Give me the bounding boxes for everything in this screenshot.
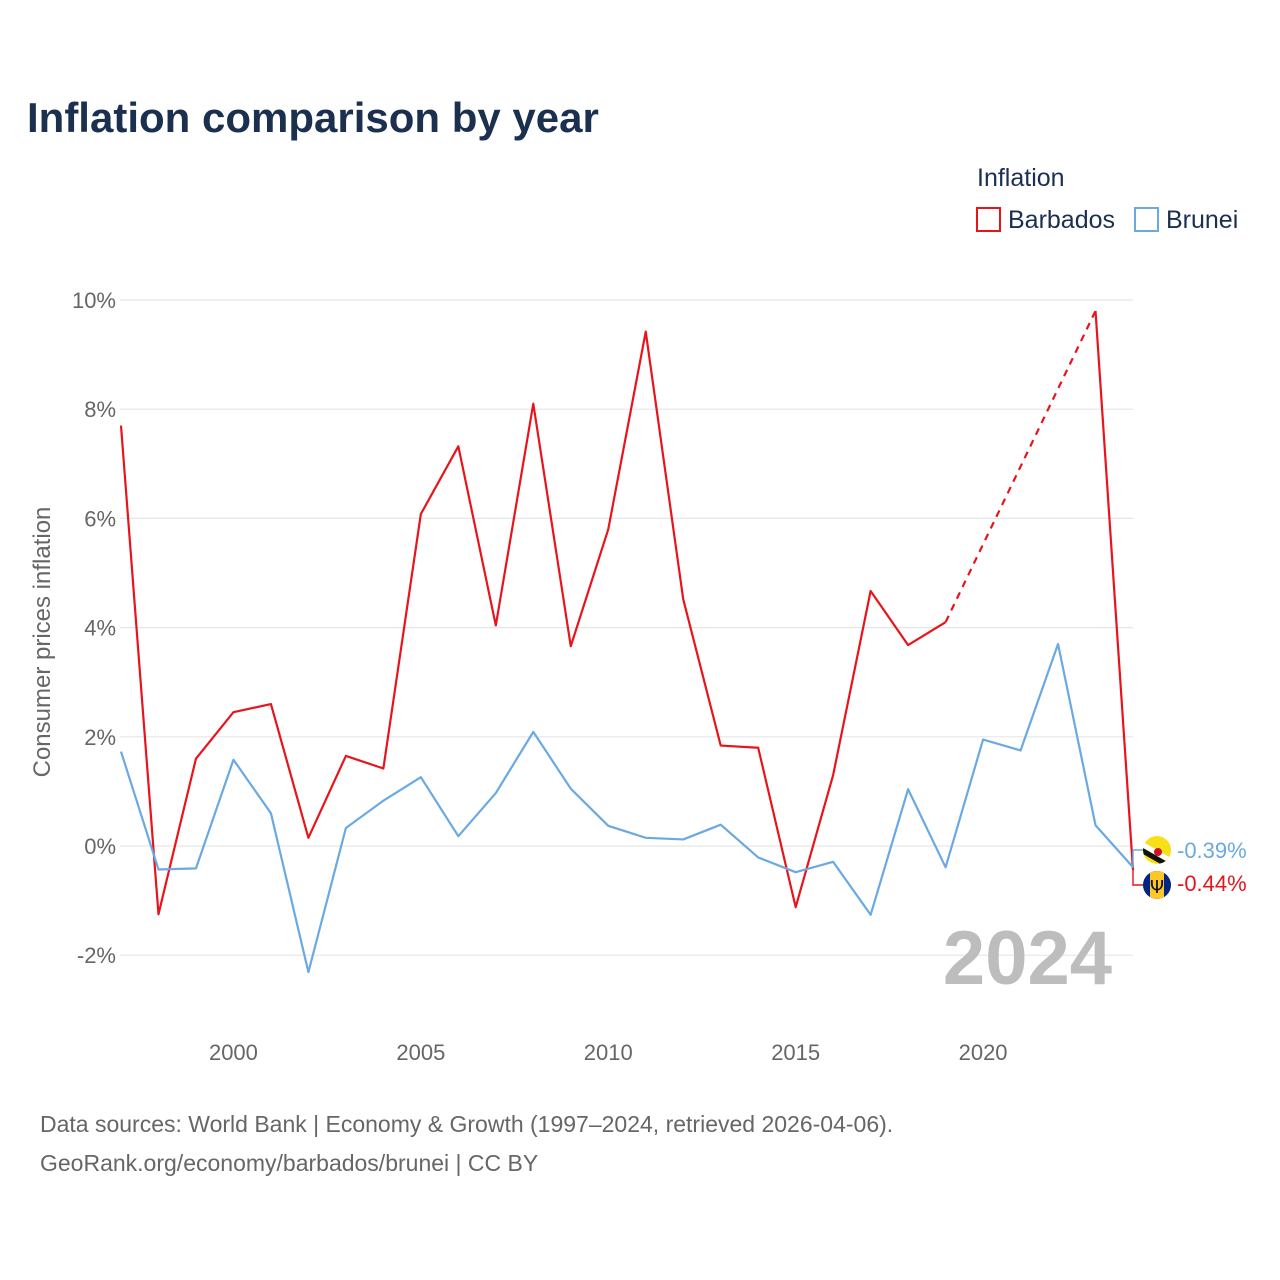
y-tick-label: 10% — [72, 288, 116, 313]
legend-swatch-barbados — [976, 207, 1001, 232]
y-axis-ticks: -2% 0% 2% 4% 6% 8% 10% — [72, 288, 116, 968]
source-line-1: Data sources: World Bank | Economy & Gro… — [40, 1111, 893, 1137]
end-markers: Ψ -0.39% -0.44% — [1143, 836, 1247, 899]
legend-label-brunei: Brunei — [1166, 206, 1238, 234]
year-watermark: 2024 — [943, 916, 1112, 1001]
legend-item-barbados[interactable]: Barbados — [976, 206, 1115, 234]
legend-item-brunei[interactable]: Brunei — [1134, 206, 1238, 234]
end-label-brunei: -0.39% — [1177, 838, 1247, 863]
y-axis-title: Consumer prices inflation — [29, 507, 56, 778]
brunei-flag-icon — [1143, 836, 1171, 864]
series-gap-barbados — [944, 310, 1097, 623]
end-connector-brunei — [1132, 849, 1143, 868]
svg-text:Ψ: Ψ — [1150, 877, 1164, 898]
x-tick-label: 2000 — [209, 1040, 258, 1065]
y-tick-label: 0% — [84, 834, 116, 859]
x-axis-ticks: 2000 2005 2010 2015 2020 — [209, 1040, 1008, 1065]
y-tick-label: 6% — [84, 506, 116, 531]
series-line-barbados — [119, 330, 947, 916]
end-label-barbados: -0.44% — [1177, 871, 1247, 896]
y-tick-label: 8% — [84, 397, 116, 422]
y-tick-label: 2% — [84, 725, 116, 750]
end-connector-barbados — [1132, 870, 1143, 886]
legend: Inflation Barbados Brunei — [976, 164, 1238, 234]
gridlines — [120, 299, 1133, 956]
x-tick-label: 2020 — [959, 1040, 1008, 1065]
legend-title: Inflation — [977, 164, 1065, 192]
legend-label-barbados: Barbados — [1008, 206, 1115, 234]
series-lines — [119, 310, 1143, 974]
x-tick-label: 2010 — [584, 1040, 633, 1065]
source-line-2[interactable]: GeoRank.org/economy/barbados/brunei | CC… — [40, 1150, 538, 1176]
legend-swatch-brunei — [1134, 207, 1159, 232]
x-tick-label: 2015 — [771, 1040, 820, 1065]
series-line-brunei — [119, 642, 1134, 974]
series-line-barbados — [1094, 310, 1135, 871]
y-tick-label: -2% — [77, 943, 116, 968]
chart-title: Inflation comparison by year — [27, 94, 599, 141]
x-tick-label: 2005 — [396, 1040, 445, 1065]
barbados-flag-icon: Ψ — [1143, 871, 1171, 899]
y-tick-label: 4% — [84, 616, 116, 641]
